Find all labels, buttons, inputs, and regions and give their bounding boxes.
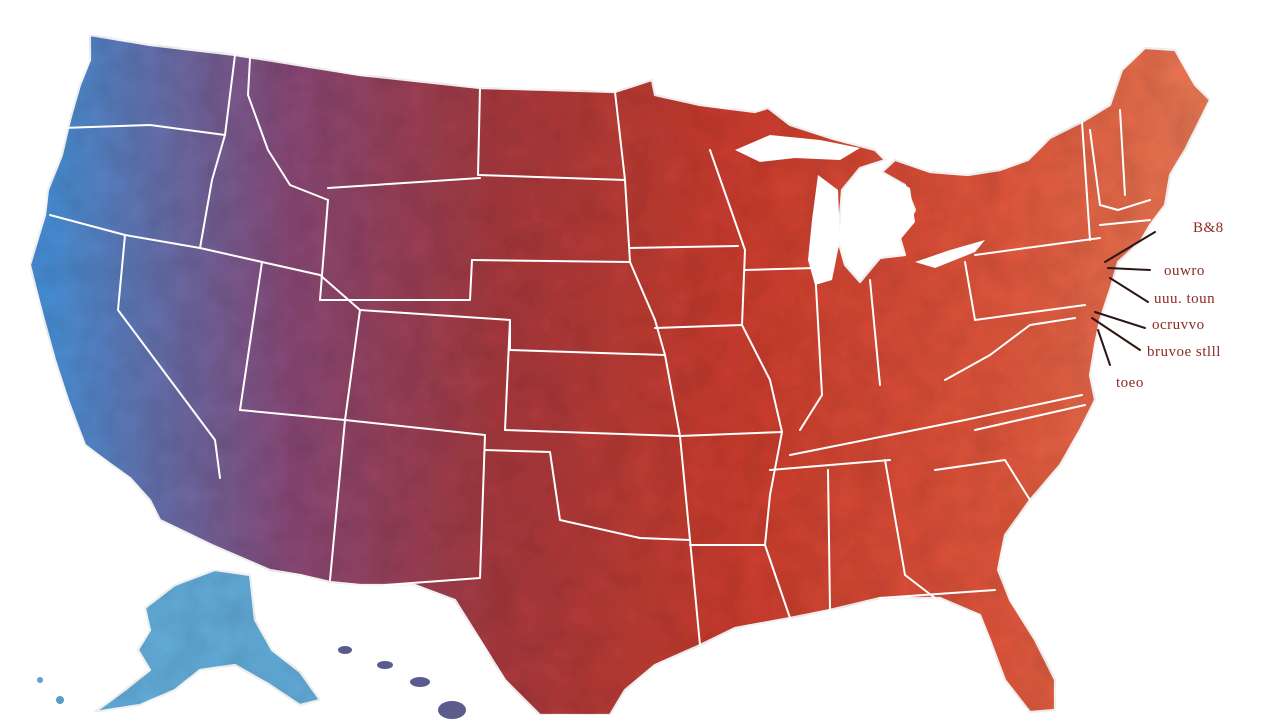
border-mn-ia: [629, 245, 739, 249]
border-ny-pa: [974, 237, 1101, 256]
hawaii-island: [438, 701, 466, 719]
lake-michigan: [808, 175, 840, 285]
callout-label: ocruvvo: [1152, 317, 1205, 333]
border-ia-mo: [654, 324, 743, 329]
contiguous-us-shape: [28, 33, 1212, 717]
border-mn-west: [614, 91, 701, 646]
lake-erie: [915, 240, 985, 268]
border-id-wy: [319, 199, 329, 301]
leader-line: [1109, 277, 1149, 303]
border-al-ga: [884, 459, 936, 599]
border-wi-il: [744, 267, 816, 271]
border-dakotas: [477, 87, 626, 181]
border-wa-or: [61, 124, 226, 136]
border-nm-tx: [344, 419, 486, 586]
border-wy-ne: [319, 259, 473, 301]
border-il-in: [799, 267, 823, 431]
callout-label: uuu. toun: [1154, 291, 1215, 307]
callout-label: bruvoe stlll: [1147, 344, 1221, 360]
callout-label: B&8: [1193, 220, 1224, 236]
alaska: [37, 568, 322, 714]
border-vt-nh: [1119, 109, 1126, 196]
border-ok-tx: [484, 449, 691, 541]
border-pa-md: [974, 304, 1086, 321]
callout-leaders: [1091, 231, 1156, 366]
border-mo-ar: [679, 431, 783, 437]
border-nc-sc: [934, 459, 1031, 501]
border-ky-tn: [789, 394, 1083, 456]
alaska-shape: [93, 568, 322, 714]
great-lakes: [735, 135, 985, 285]
border-ms-al: [827, 469, 831, 611]
leader-line: [1097, 329, 1111, 366]
border-ga-fl: [879, 589, 996, 599]
border-ut-co: [261, 261, 361, 421]
border-ny-ne: [1081, 121, 1091, 241]
hawaii: [338, 646, 466, 719]
leader-line: [1104, 231, 1156, 263]
border-ne-ks: [509, 319, 666, 356]
hawaii-island: [338, 646, 352, 654]
border-mississippi: [709, 149, 791, 619]
border-new-england: [1089, 129, 1151, 211]
border-wa-id: [199, 54, 236, 249]
callout-label: ouwro: [1164, 263, 1205, 279]
border-wv-va: [944, 317, 1076, 381]
lake-huron: [885, 175, 915, 240]
border-va-nc: [974, 404, 1086, 431]
hawaii-island: [377, 661, 393, 669]
border-oh-pa: [964, 261, 976, 321]
border-tn-ms: [769, 459, 891, 471]
border-mt-wy: [327, 177, 481, 189]
border-ca-nv: [117, 234, 221, 479]
border-sd-ne: [471, 259, 631, 263]
contiguous-us: [28, 33, 1212, 717]
leader-line: [1094, 311, 1146, 329]
callout-label: toeo: [1116, 375, 1144, 391]
border-ks-ok: [504, 429, 681, 437]
aleutian-island: [37, 677, 43, 683]
leader-line: [1091, 317, 1141, 351]
border-id-mt: [247, 57, 329, 201]
border-ma-ct: [1099, 219, 1151, 226]
aleutian-island: [56, 696, 64, 704]
lake-superior: [735, 135, 860, 162]
leader-line: [1107, 267, 1151, 271]
border-in-oh: [869, 279, 881, 386]
hawaii-island: [410, 677, 430, 687]
callout-labels: B&8 ouwro uuu. toun ocruvvo bruvoe stlll…: [1116, 220, 1224, 391]
state-borders: [49, 54, 1151, 646]
